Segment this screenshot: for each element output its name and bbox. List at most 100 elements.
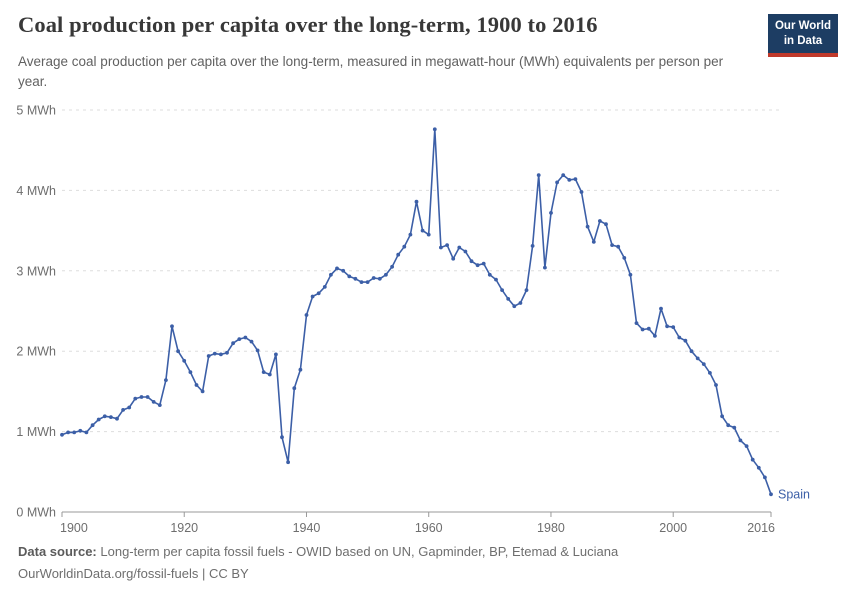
data-point [616, 244, 621, 249]
data-point [408, 232, 413, 237]
x-axis-tick-label: 1920 [170, 521, 198, 535]
data-point [726, 423, 731, 428]
data-point [512, 304, 517, 309]
data-point [322, 285, 327, 289]
data-point [78, 428, 83, 433]
owid-logo-line1: Our World [774, 20, 831, 32]
data-point [653, 334, 657, 338]
y-axis-tick-label: 2 MWh [16, 345, 56, 359]
data-point [420, 228, 425, 233]
data-point [280, 435, 284, 440]
x-axis-tick-label: 1980 [537, 521, 565, 535]
data-point [164, 378, 168, 382]
data-point [744, 444, 749, 448]
data-point [219, 352, 223, 357]
data-point [463, 249, 468, 254]
data-point [225, 350, 229, 355]
data-point [457, 245, 462, 250]
data-point [439, 245, 443, 250]
data-point [267, 372, 272, 377]
data-point [231, 341, 236, 346]
data-point [426, 232, 431, 237]
datasource-label: Data source: [18, 544, 97, 559]
data-point [90, 423, 95, 428]
data-point [298, 367, 303, 372]
data-point [170, 324, 174, 329]
data-point [756, 465, 761, 470]
data-point [500, 288, 504, 292]
y-axis-tick-label: 4 MWh [16, 184, 56, 198]
data-point [732, 425, 737, 430]
data-point [475, 263, 480, 268]
data-point [763, 475, 767, 480]
data-point [66, 430, 70, 435]
x-axis-tick-label: 2000 [659, 521, 687, 535]
data-point [646, 326, 651, 331]
data-point [127, 405, 132, 410]
data-point [445, 243, 449, 248]
data-point [335, 266, 339, 271]
data-point [286, 460, 290, 465]
data-point [432, 127, 437, 132]
data-point [151, 400, 156, 404]
data-point [518, 301, 523, 305]
data-point [304, 313, 309, 317]
data-point [188, 370, 193, 374]
data-point [604, 222, 608, 227]
data-point [720, 414, 724, 419]
owid-logo[interactable]: Our World in Data [768, 14, 838, 57]
datasource-line: Data source: Long-term per capita fossil… [18, 541, 618, 563]
data-point [738, 438, 743, 443]
chart-title: Coal production per capita over the long… [18, 12, 598, 37]
data-point [243, 335, 248, 340]
data-point [396, 252, 401, 257]
data-point [157, 403, 162, 407]
data-point [469, 259, 474, 264]
data-point [506, 297, 511, 301]
data-point [377, 276, 382, 281]
data-point [536, 173, 541, 177]
data-point [72, 430, 77, 435]
data-point [659, 306, 663, 311]
data-point [121, 408, 125, 412]
data-point [714, 383, 718, 387]
y-axis-tick-label: 0 MWh [16, 506, 56, 520]
data-point [414, 199, 419, 204]
data-point [494, 277, 498, 282]
data-point [255, 348, 260, 353]
datasource-text: Long-term per capita fossil fuels - OWID… [100, 544, 619, 559]
data-point [524, 288, 529, 292]
x-axis-tick-label: 2016 [747, 521, 775, 535]
y-axis-tick-label: 3 MWh [16, 264, 56, 278]
data-point [769, 492, 773, 497]
data-point [341, 268, 346, 273]
data-point [610, 243, 614, 248]
chart-subtitle: Average coal production per capita over … [18, 54, 724, 90]
data-point [628, 272, 633, 277]
data-point [96, 417, 101, 422]
data-point [316, 291, 321, 296]
owid-logo-line2: in Data [783, 34, 823, 47]
data-point [353, 276, 358, 281]
data-point [634, 321, 639, 325]
data-point [249, 339, 254, 344]
data-point [695, 356, 700, 361]
data-point [701, 362, 706, 366]
data-point [261, 370, 266, 374]
data-point [567, 178, 572, 182]
data-point [109, 415, 113, 419]
data-point [622, 256, 627, 260]
data-point [329, 272, 333, 277]
data-point [543, 265, 547, 270]
data-point [671, 325, 676, 329]
y-axis-tick-label: 1 MWh [16, 425, 56, 439]
data-point [481, 261, 486, 266]
data-point [139, 395, 144, 399]
data-point [402, 244, 407, 249]
data-point [579, 190, 584, 194]
data-point [102, 414, 107, 419]
data-point [133, 396, 138, 401]
data-point [530, 244, 535, 248]
data-point [390, 264, 394, 269]
